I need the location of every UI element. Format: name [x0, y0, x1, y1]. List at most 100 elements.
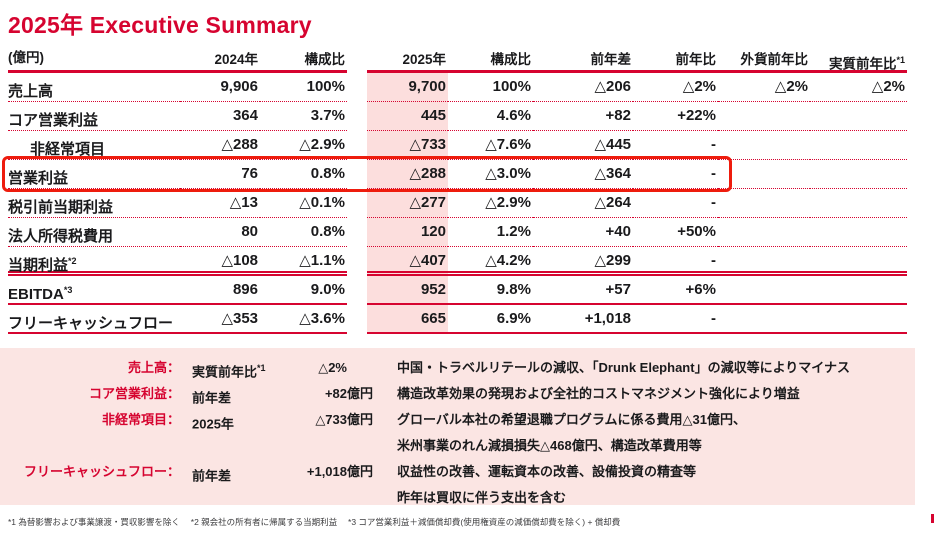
comment-value: [292, 485, 347, 511]
comment-description: 中国・トラベルリテールの減収、「Drunk Elephant」の減収等によりマイ…: [397, 360, 851, 375]
col-header-fx-yoy: 外貨前年比: [718, 48, 810, 73]
share-2024: 0.8%: [260, 160, 347, 189]
real-yoy: [810, 189, 907, 218]
financial-table: (億円) 2024年 構成比 2025年 構成比 前年差 前年比 外貨前年比 実…: [2, 48, 907, 334]
fx-yoy: [718, 102, 810, 131]
value-2024: 76: [180, 160, 260, 189]
comment-metric: 2025年: [192, 416, 234, 432]
share-2025: 4.6%: [448, 102, 533, 131]
column-gap: [347, 218, 367, 247]
real-yoy: [810, 305, 907, 334]
table-row-ebitda: EBITDA*3 896 9.0% 952 9.8% +57 +6%: [8, 276, 907, 305]
column-gap: [347, 160, 367, 189]
value-2025: △407: [367, 247, 448, 276]
row-label: 営業利益: [8, 160, 180, 189]
share-2025: 9.8%: [448, 276, 533, 305]
yoy-diff: △264: [533, 189, 633, 218]
comment-description: 構造改革効果の発現および全社的コストマネジメント強化により増益: [397, 386, 800, 401]
share-2024: △0.1%: [260, 189, 347, 218]
share-2024: 9.0%: [260, 276, 347, 305]
yoy-diff: △445: [533, 131, 633, 160]
value-2025: 665: [367, 305, 448, 334]
real-yoy: [810, 102, 907, 131]
unit-label: (億円): [8, 48, 180, 73]
share-2024: △1.1%: [260, 247, 347, 276]
column-gap: [347, 48, 367, 73]
value-2024: 9,906: [180, 73, 260, 102]
column-gap: [347, 102, 367, 131]
yoy-pct: -: [633, 305, 718, 334]
page-number-fragment: [931, 514, 934, 523]
comment-description: 米州事業のれん減損損失△468億円、構造改革費用等: [397, 438, 702, 453]
commentary-section: 売上高： 実質前年比*1 △2% 中国・トラベルリテールの減収、「Drunk E…: [0, 348, 915, 505]
comment-metric: [180, 433, 292, 459]
comment-unit: 億円: [347, 386, 374, 401]
yoy-pct: +6%: [633, 276, 718, 305]
real-yoy: △2%: [810, 73, 907, 102]
comment-label: 売上高：: [127, 360, 180, 375]
value-2024: 896: [180, 276, 260, 305]
comment-label: 非経常項目：: [101, 412, 180, 427]
value-2025: 9,700: [367, 73, 448, 102]
value-2025: 120: [367, 218, 448, 247]
value-2025: △733: [367, 131, 448, 160]
yoy-diff: +57: [533, 276, 633, 305]
comment-row-non-recurring-items-cont: 米州事業のれん減損損失△468億円、構造改革費用等: [0, 433, 915, 459]
comment-description: グローバル本社の希望退職プログラムに係る費用△31億円、: [397, 412, 746, 427]
table-row-free-cash-flow: フリーキャッシュフロー △353 △3.6% 665 6.9% +1,018 -: [8, 305, 907, 334]
real-yoy: [810, 247, 907, 276]
column-gap: [347, 305, 367, 334]
yoy-pct: +50%: [633, 218, 718, 247]
fx-yoy: [718, 160, 810, 189]
real-yoy: [810, 218, 907, 247]
value-2025: 445: [367, 102, 448, 131]
yoy-diff: △299: [533, 247, 633, 276]
fx-yoy: [718, 131, 810, 160]
share-2024: △3.6%: [260, 305, 347, 334]
comment-label: フリーキャッシュフロー：: [23, 464, 180, 479]
table-row-net-profit: 当期利益*2 △108 △1.1% △407 △4.2% △299 -: [8, 247, 907, 276]
value-2024: 364: [180, 102, 260, 131]
column-gap: [347, 73, 367, 102]
row-label: EBITDA*3: [8, 276, 180, 305]
comment-value: [292, 433, 347, 459]
comment-metric: 前年差: [192, 468, 232, 484]
table-row-core-operating-profit: コア営業利益 364 3.7% 445 4.6% +82 +22%: [8, 102, 907, 131]
real-yoy-text: 実質前年比: [828, 56, 897, 72]
comment-metric: 実質前年比*1: [192, 363, 266, 380]
col-header-real-yoy: 実質前年比*1: [810, 48, 907, 73]
column-gap: [347, 276, 367, 305]
comment-metric: 前年差: [192, 390, 232, 406]
yoy-pct: △2%: [633, 73, 718, 102]
comment-value: +82: [324, 386, 347, 401]
comment-label: [0, 433, 180, 459]
table-row-non-recurring-items: 非経常項目 △288 △2.9% △733 △7.6% △445 -: [8, 131, 907, 160]
value-2024: △288: [180, 131, 260, 160]
table-row-operating-profit: 営業利益 76 0.8% △288 △3.0% △364 -: [8, 160, 907, 189]
value-2024: △108: [180, 247, 260, 276]
yoy-pct: -: [633, 189, 718, 218]
share-2024: △2.9%: [260, 131, 347, 160]
yoy-pct: -: [633, 247, 718, 276]
row-label: 当期利益*2: [8, 247, 180, 276]
comment-unit: [347, 485, 397, 511]
yoy-pct: -: [633, 160, 718, 189]
footnotes: *1 為替影響および事業譲渡・買収影響を除く *2 親会社の所有者に帰属する当期…: [8, 517, 621, 527]
real-yoy-footnote-mark: *1: [896, 55, 905, 65]
row-label: 非経常項目: [8, 131, 180, 160]
col-header-yoy-pct: 前年比: [633, 48, 718, 73]
comment-row-free-cash-flow: フリーキャッシュフロー： 前年差 +1,018 億円 収益性の改善、運転資本の改…: [0, 459, 915, 485]
share-2025: 1.2%: [448, 218, 533, 247]
column-gap: [347, 189, 367, 218]
comment-row-free-cash-flow-cont: 昨年は買収に伴う支出を含む: [0, 485, 915, 511]
share-2025: △7.6%: [448, 131, 533, 160]
col-header-share-2025: 構成比: [448, 48, 533, 73]
value-2025: △277: [367, 189, 448, 218]
real-yoy: [810, 160, 907, 189]
comment-unit: 億円: [347, 412, 374, 427]
comment-value: △733: [315, 412, 347, 427]
yoy-diff: △206: [533, 73, 633, 102]
comment-value: △2%: [318, 360, 347, 375]
value-2024: △13: [180, 189, 260, 218]
share-2024: 0.8%: [260, 218, 347, 247]
